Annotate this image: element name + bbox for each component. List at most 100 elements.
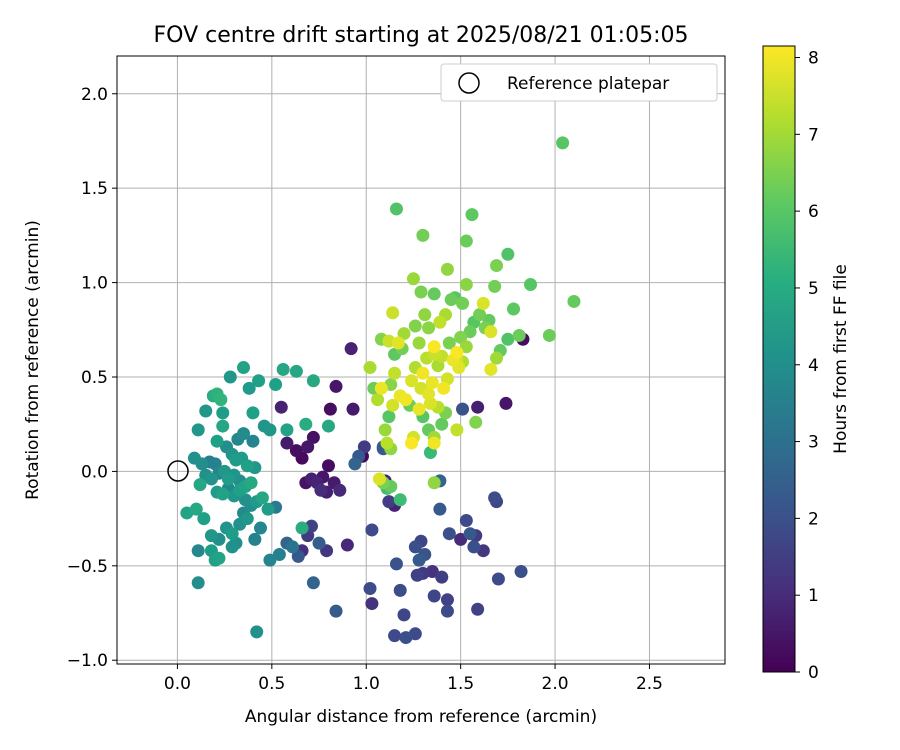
data-point	[191, 423, 205, 437]
data-point	[388, 366, 402, 380]
data-point	[221, 472, 235, 486]
legend: Reference platepar	[440, 63, 718, 102]
data-point	[378, 423, 392, 437]
data-point	[263, 553, 277, 567]
data-point	[408, 540, 422, 554]
data-point	[286, 540, 300, 554]
data-point	[340, 538, 354, 552]
colorbar-tick-label: 2	[808, 509, 819, 529]
y-axis-label: Rotation from reference (arcmin)	[23, 220, 43, 500]
data-point	[329, 604, 343, 618]
data-point	[246, 406, 260, 420]
data-point	[199, 404, 213, 418]
data-point	[365, 597, 379, 611]
data-point	[240, 459, 254, 473]
data-point	[187, 451, 201, 465]
data-point	[399, 393, 413, 407]
data-point	[344, 342, 358, 356]
colorbar-tick-label: 0	[808, 663, 819, 683]
data-point	[212, 551, 226, 565]
data-point	[459, 513, 473, 527]
data-point	[567, 294, 581, 308]
data-point	[374, 381, 388, 395]
colorbar-tick-label: 8	[808, 49, 819, 69]
data-point	[456, 296, 470, 310]
data-point	[499, 396, 513, 410]
data-point	[301, 440, 315, 454]
data-point	[237, 427, 251, 441]
data-point	[314, 483, 328, 497]
data-point	[435, 570, 449, 584]
data-point	[216, 406, 230, 420]
data-point	[269, 378, 283, 392]
data-point	[321, 459, 335, 473]
data-point	[210, 434, 224, 448]
data-point	[454, 330, 468, 344]
colorbar-gradient	[762, 45, 796, 673]
data-point	[382, 410, 396, 424]
data-point	[389, 202, 403, 216]
legend-box	[440, 63, 718, 102]
data-point	[490, 259, 504, 273]
x-tick-label: 0.5	[258, 674, 285, 694]
y-tick-label: −0.5	[67, 557, 108, 577]
data-point	[193, 478, 207, 492]
data-point	[289, 364, 303, 378]
data-point	[295, 521, 309, 535]
data-point	[223, 370, 237, 384]
colorbar: 0 1 2 3 4 5 6 7 8 Hours from first FF file	[762, 45, 851, 683]
data-point	[501, 247, 515, 261]
data-point	[484, 362, 498, 376]
data-point	[346, 402, 360, 416]
data-point	[329, 379, 343, 393]
data-point	[514, 564, 528, 578]
data-point	[412, 553, 426, 567]
data-point	[240, 512, 254, 526]
data-point	[272, 547, 286, 561]
data-point	[242, 381, 256, 395]
data-point	[397, 608, 411, 622]
data-point	[484, 325, 498, 339]
data-point	[435, 417, 449, 431]
data-point	[427, 436, 441, 450]
data-point	[246, 434, 260, 448]
data-point	[263, 423, 277, 437]
data-point	[306, 374, 320, 388]
data-point	[191, 576, 205, 590]
x-axis-label: Angular distance from reference (arcmin)	[245, 707, 597, 727]
data-point	[442, 336, 456, 350]
data-point	[491, 572, 505, 586]
data-point	[225, 540, 239, 554]
data-point	[229, 453, 243, 467]
data-point	[459, 234, 473, 248]
data-point	[191, 544, 205, 558]
chart-title: FOV centre drift starting at 2025/08/21 …	[154, 23, 689, 48]
x-tick-label: 2.5	[636, 674, 663, 694]
data-point	[399, 631, 413, 645]
plot-frame	[116, 55, 726, 665]
data-point	[261, 502, 275, 516]
data-point	[386, 398, 400, 412]
data-point	[408, 319, 422, 333]
data-point	[357, 440, 371, 454]
data-point	[393, 583, 407, 597]
x-tick-label: 0.0	[164, 674, 191, 694]
data-point	[501, 332, 515, 346]
y-tick-label: 1.5	[81, 179, 108, 199]
data-point	[440, 262, 454, 276]
data-point	[406, 272, 420, 286]
data-points	[180, 136, 581, 645]
data-point	[412, 402, 426, 416]
colorbar-tick-label: 1	[808, 586, 819, 606]
data-point	[427, 340, 441, 354]
data-point	[524, 277, 538, 291]
y-tick-label: 0.5	[81, 368, 108, 388]
data-point	[306, 430, 320, 444]
y-tick-label: 0.0	[81, 462, 108, 482]
data-point	[454, 532, 468, 546]
data-point	[189, 502, 203, 516]
data-point	[197, 512, 211, 526]
y-tick-label: −1.0	[67, 651, 108, 671]
data-point	[280, 423, 294, 437]
data-point	[348, 457, 362, 471]
